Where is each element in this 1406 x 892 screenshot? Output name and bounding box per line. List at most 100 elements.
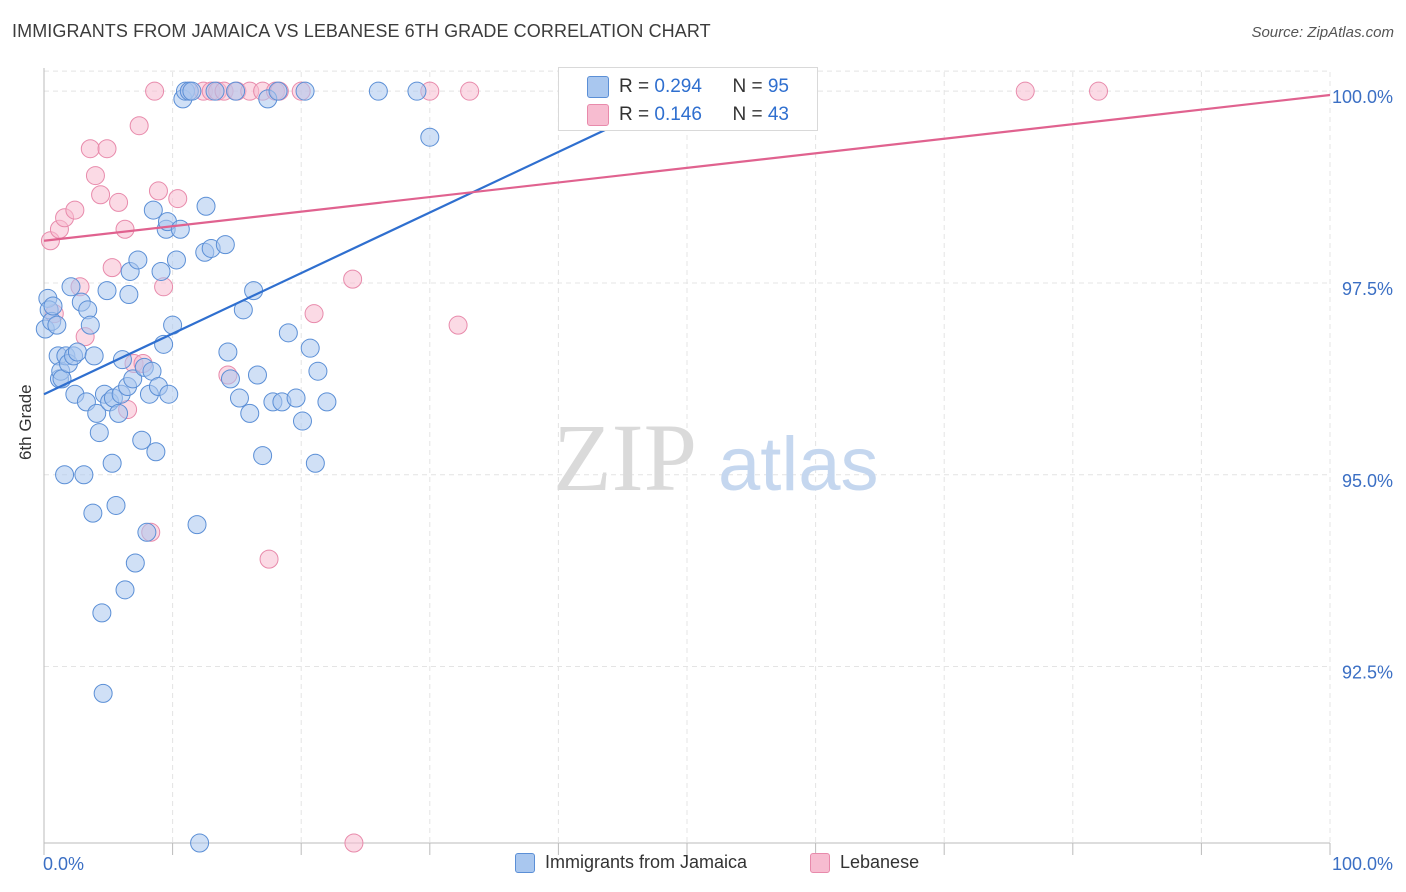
lebanese-point: [115, 219, 135, 239]
legend-n-value-jamaica: 95: [767, 76, 789, 97]
jamaica-trend-line: [43, 105, 656, 396]
source-credit: Source: ZipAtlas.com: [1251, 24, 1394, 41]
stats-legend: R = 0.294 N = 95 R = 0.146 N = 43: [558, 67, 818, 131]
jamaica-point: [128, 250, 148, 270]
jamaica-point: [182, 81, 202, 101]
lebanese-point: [343, 269, 363, 289]
jamaica-point: [89, 423, 109, 443]
jamaica-point: [151, 261, 171, 281]
jamaica-point: [292, 411, 312, 431]
jamaica-point: [125, 553, 145, 573]
legend-swatch-lebanese: [587, 104, 609, 126]
jamaica-point: [215, 235, 235, 255]
jamaica-point: [115, 580, 135, 600]
lebanese-point: [102, 258, 122, 278]
jamaica-point: [305, 453, 325, 473]
jamaica-point: [102, 453, 122, 473]
jamaica-point: [109, 403, 129, 423]
jamaica-point: [166, 250, 186, 270]
jamaica-point: [92, 603, 112, 623]
lebanese-point: [129, 116, 149, 136]
jamaica-point: [268, 81, 288, 101]
legend-swatch-jamaica: [587, 76, 609, 98]
lebanese-trend-line: [43, 93, 1331, 242]
jamaica-point: [119, 284, 139, 304]
jamaica-point: [253, 446, 273, 466]
lebanese-point: [448, 315, 468, 335]
legend-n-label: N =: [732, 104, 768, 125]
jamaica-point: [87, 403, 107, 423]
jamaica-point: [83, 503, 103, 523]
x-tick-label-min: 0.0%: [43, 854, 84, 874]
jamaica-point: [143, 200, 163, 220]
lebanese-point: [1015, 81, 1035, 101]
lebanese-point: [91, 185, 111, 205]
jamaica-point: [132, 430, 152, 450]
y-tick-label: 100.0%: [1332, 87, 1393, 107]
jamaica-point: [80, 315, 100, 335]
y-tick-label: 92.5%: [1342, 663, 1393, 683]
legend-r-label: R =: [619, 104, 655, 125]
y-tick-label: 97.5%: [1342, 279, 1393, 299]
lebanese-point: [460, 81, 480, 101]
jamaica-point: [317, 392, 337, 412]
bottom-legend-jamaica: Immigrants from Jamaica: [545, 852, 748, 872]
jamaica-point: [308, 361, 328, 381]
lebanese-point: [148, 181, 168, 201]
jamaica-point: [187, 515, 207, 535]
jamaica-point: [159, 384, 179, 404]
jamaica-point: [300, 338, 320, 358]
bottom-legend-swatch-jamaica: [515, 853, 535, 873]
lebanese-point: [168, 189, 188, 209]
jamaica-point: [170, 219, 190, 239]
lebanese-point: [145, 81, 165, 101]
lebanese-point: [109, 192, 129, 212]
lebanese-point: [259, 549, 279, 569]
chart-title: IMMIGRANTS FROM JAMAICA VS LEBANESE 6TH …: [12, 21, 711, 41]
bottom-legend-swatch-lebanese: [810, 853, 830, 873]
jamaica-point: [146, 442, 166, 462]
jamaica-point: [196, 196, 216, 216]
lebanese-point: [80, 139, 100, 159]
jamaica-point: [93, 683, 113, 703]
jamaica-point: [47, 315, 67, 335]
legend-n-value-lebanese: 43: [767, 104, 789, 125]
legend-n-label: N =: [732, 76, 768, 97]
jamaica-point: [123, 369, 143, 389]
jamaica-point: [295, 81, 315, 101]
jamaica-point: [220, 369, 240, 389]
jamaica-point: [368, 81, 388, 101]
legend-r-label: R =: [619, 76, 655, 97]
y-axis-label: 6th Grade: [16, 384, 35, 460]
trend-lines: [43, 93, 1331, 396]
watermark-atlas: atlas: [718, 422, 879, 507]
bottom-legend-lebanese: Lebanese: [840, 852, 920, 872]
lebanese-point: [344, 833, 364, 853]
legend-row-lebanese: R = 0.146 N = 43: [619, 104, 789, 126]
jamaica-point: [244, 281, 264, 301]
jamaica-point: [218, 342, 238, 362]
jamaica-point: [137, 522, 157, 542]
jamaica-point: [205, 81, 225, 101]
y-tick-label: 95.0%: [1342, 471, 1393, 491]
jamaica-point: [240, 403, 260, 423]
jamaica-point: [247, 365, 267, 385]
jamaica-point: [407, 81, 427, 101]
jamaica-point: [286, 388, 306, 408]
x-tick-label-max: 100.0%: [1332, 854, 1393, 874]
jamaica-point: [61, 277, 81, 297]
series-jamaica-points: [35, 81, 440, 853]
jamaica-point: [84, 346, 104, 366]
watermark-zip: ZIP: [553, 404, 697, 511]
jamaica-point: [229, 388, 249, 408]
jamaica-point: [106, 495, 126, 515]
lebanese-point: [97, 139, 117, 159]
lebanese-point: [85, 166, 105, 186]
y-tick-labels: 92.5% 95.0% 97.5% 100.0%: [1332, 87, 1393, 682]
lebanese-point: [304, 304, 324, 324]
jamaica-point: [43, 296, 63, 316]
jamaica-point: [190, 833, 210, 853]
jamaica-point: [55, 465, 75, 485]
lebanese-point: [1089, 81, 1109, 101]
